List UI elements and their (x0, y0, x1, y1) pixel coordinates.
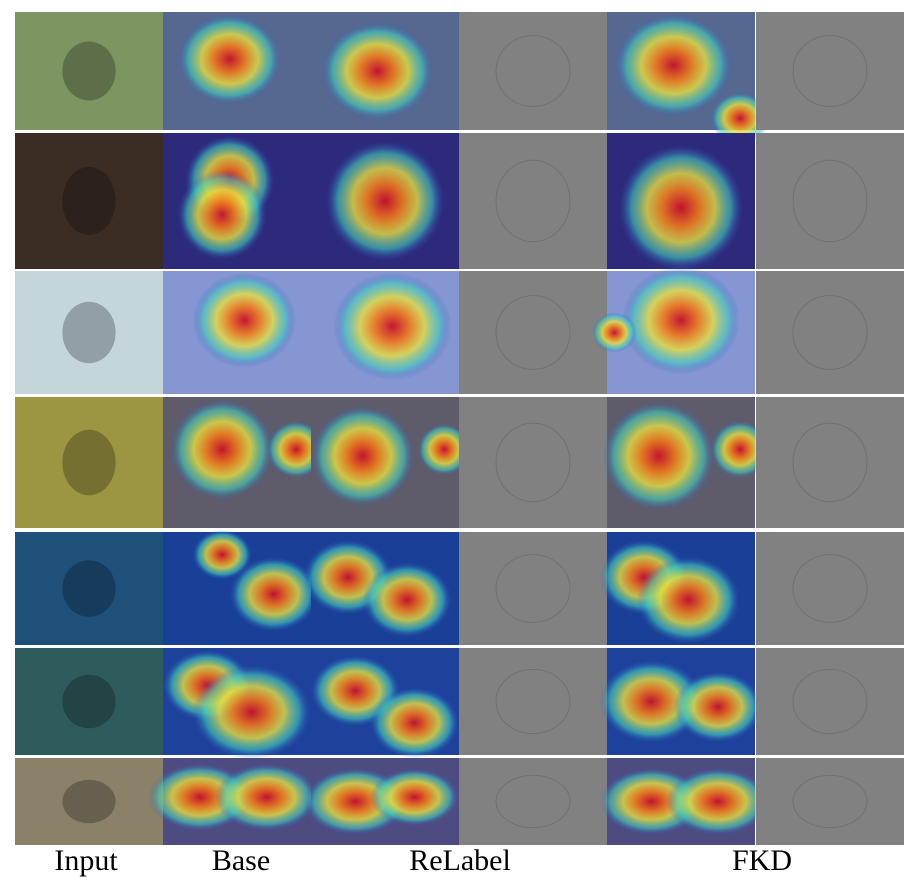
saliency-map (756, 397, 904, 528)
heat-blob (710, 420, 770, 479)
edge-trace (495, 422, 571, 503)
saliency-map (459, 397, 607, 528)
edge-trace (495, 669, 571, 735)
heat-blob (170, 398, 274, 500)
input-image (15, 648, 163, 755)
saliency-map (756, 271, 904, 394)
subject (62, 41, 116, 101)
edge-trace (495, 775, 571, 829)
heat-blob (370, 687, 459, 759)
saliency-map (756, 12, 904, 130)
heat-blob (321, 21, 434, 121)
heat-blob (599, 660, 704, 743)
heat-blob (325, 141, 445, 261)
subject (62, 779, 116, 824)
heat-blob (333, 272, 452, 381)
edge-trace (792, 775, 868, 829)
heat-blob (710, 92, 770, 145)
subject (62, 560, 116, 617)
column-label: Base (212, 844, 270, 877)
saliency-map (459, 271, 607, 394)
input-image (15, 397, 163, 528)
saliency-map (756, 758, 904, 845)
subject (62, 674, 116, 729)
heat-blob (177, 13, 282, 105)
image-grid (15, 12, 904, 845)
heat-blob (417, 423, 471, 476)
heat-blob (618, 144, 744, 271)
heat-blob (177, 169, 267, 260)
edge-trace (792, 159, 868, 243)
heat-blob (602, 401, 716, 511)
edge-trace (792, 422, 868, 503)
heat-blob (592, 312, 637, 353)
input-image (15, 12, 163, 130)
edge-trace (792, 554, 868, 623)
heat-blob (621, 266, 741, 375)
saliency-map (459, 532, 607, 645)
heat-blob (614, 13, 733, 118)
saliency-map (459, 133, 607, 269)
subject (62, 167, 116, 235)
heat-blob (229, 556, 319, 632)
heat-blob (370, 768, 459, 826)
heat-blob (192, 665, 311, 760)
saliency-map (756, 133, 904, 269)
input-image (15, 758, 163, 845)
heat-blob (673, 671, 763, 743)
saliency-map (459, 12, 607, 130)
input-image (15, 133, 163, 269)
saliency-map (756, 532, 904, 645)
subject (62, 301, 116, 364)
edge-trace (792, 295, 868, 370)
column-label: Input (54, 844, 118, 877)
subject (62, 429, 116, 496)
heat-blob (666, 768, 770, 835)
heat-blob (636, 556, 741, 644)
edge-trace (792, 35, 868, 107)
edge-trace (495, 159, 571, 243)
input-image (15, 271, 163, 394)
edge-trace (495, 295, 571, 370)
heat-blob (362, 562, 452, 638)
edge-trace (495, 554, 571, 623)
saliency-map (756, 648, 904, 755)
column-label: ReLabel (409, 844, 511, 877)
saliency-map (459, 758, 607, 845)
input-image (15, 532, 163, 645)
column-label: FKD (732, 844, 792, 877)
edge-trace (792, 669, 868, 735)
heat-blob (214, 763, 319, 831)
saliency-map (459, 648, 607, 755)
heat-blob (192, 272, 297, 368)
edge-trace (495, 35, 571, 107)
heat-blob (311, 405, 415, 507)
heat-blob (192, 529, 252, 580)
